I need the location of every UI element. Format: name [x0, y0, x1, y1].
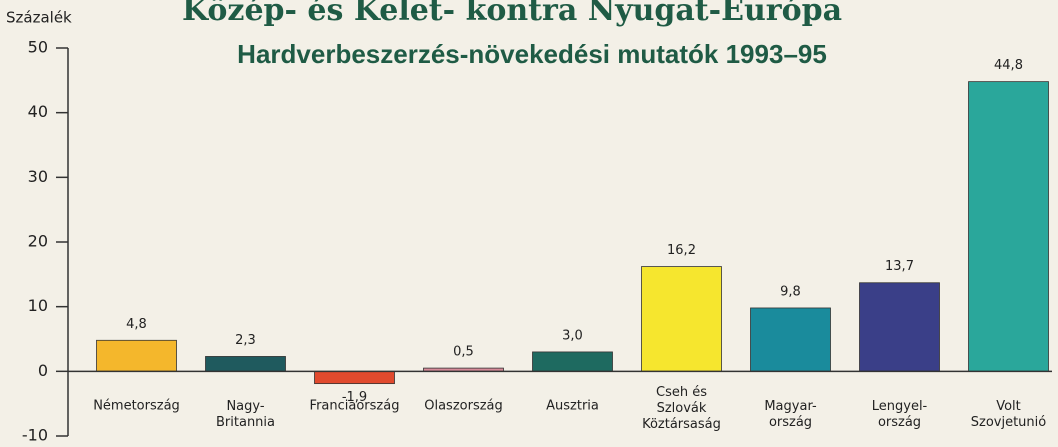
x-tick-label: Volt Szovjetunió	[971, 399, 1047, 430]
bar	[968, 81, 1049, 372]
x-tick-label: Olaszország	[424, 399, 503, 414]
bar	[205, 356, 286, 372]
value-label: 2,3	[235, 333, 256, 348]
value-label: 16,2	[667, 243, 696, 258]
value-label: 9,8	[780, 284, 801, 299]
chart-title: Közép- és Kelet- kontra Nyugat-Európa	[182, 0, 842, 28]
bar	[859, 282, 940, 372]
y-tick-label: -10	[22, 426, 48, 445]
value-label: 3,0	[562, 328, 583, 343]
bar	[750, 307, 831, 372]
y-tick-label: 0	[38, 361, 48, 380]
y-tick-label: 20	[28, 232, 48, 251]
y-axis-label: Százalék	[6, 9, 72, 27]
y-tick-label: 40	[28, 102, 48, 121]
y-tick-label: 50	[28, 38, 48, 57]
y-tick-label: 10	[28, 296, 48, 315]
value-label: 13,7	[885, 259, 914, 274]
bar	[314, 370, 395, 385]
x-tick-label: Franciaország	[310, 399, 400, 414]
value-label: 4,8	[126, 317, 147, 332]
bar	[532, 351, 613, 372]
x-tick-label: Németország	[93, 399, 180, 414]
value-label: 44,8	[994, 58, 1023, 73]
x-tick-label: Magyar-ország	[764, 399, 817, 430]
value-label: -1,9	[342, 390, 367, 405]
bar	[96, 339, 177, 372]
chart-subtitle: Hardverbeszerzés-növekedési mutatók 1993…	[237, 39, 827, 69]
x-tick-label: Lengyel-ország	[872, 399, 928, 430]
bar	[641, 266, 722, 372]
x-tick-label: Cseh és Szlovák Köztársaság	[642, 385, 721, 432]
value-label: 0,5	[453, 345, 474, 360]
x-tick-label: Ausztria	[546, 399, 599, 414]
y-tick-label: 30	[28, 167, 48, 186]
x-tick-label: Nagy-Britannia	[216, 399, 275, 430]
